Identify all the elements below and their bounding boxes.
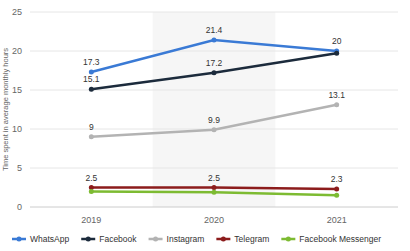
data-point[interactable] bbox=[212, 190, 217, 195]
legend-label[interactable]: Facebook Messenger bbox=[299, 234, 381, 244]
grid-line bbox=[30, 51, 398, 52]
data-label: 21.4 bbox=[206, 25, 223, 35]
data-label: 15.1 bbox=[83, 74, 100, 84]
data-point[interactable] bbox=[334, 193, 339, 198]
chart: 0 5 10 15 20 25 Time spent in average monthly … bbox=[0, 0, 410, 251]
data-point[interactable] bbox=[334, 187, 339, 192]
legend-label[interactable]: Facebook bbox=[99, 234, 137, 244]
y-tick-label: 10 bbox=[12, 124, 22, 134]
data-label: 9 bbox=[89, 122, 94, 132]
data-point[interactable] bbox=[89, 87, 94, 92]
y-tick-label: 15 bbox=[12, 85, 22, 95]
data-label: 13.1 bbox=[328, 90, 345, 100]
data-label: 2.5 bbox=[85, 173, 97, 183]
data-labels: 17.3 21.4 20 15.1 17.2 9 9.9 13.1 2.5 2.5 2.3 bbox=[83, 25, 345, 184]
data-label: 17.2 bbox=[206, 58, 223, 68]
grid-line bbox=[30, 12, 398, 13]
data-point[interactable] bbox=[334, 102, 339, 107]
legend-marker bbox=[17, 237, 22, 242]
legend-marker bbox=[153, 237, 158, 242]
legend-marker bbox=[221, 237, 226, 242]
legend-marker bbox=[286, 237, 291, 242]
data-point[interactable] bbox=[212, 38, 217, 43]
legend-label[interactable]: Instagram bbox=[167, 234, 205, 244]
plot-area bbox=[89, 38, 339, 198]
y-tick-label: 20 bbox=[12, 46, 22, 56]
series-line bbox=[91, 40, 336, 72]
y-tick-label: 0 bbox=[17, 202, 22, 212]
highlight-band bbox=[153, 12, 276, 207]
data-label: 20 bbox=[332, 36, 342, 46]
series-line bbox=[91, 105, 336, 137]
data-point[interactable] bbox=[89, 189, 94, 194]
x-tick-label: 2020 bbox=[204, 215, 224, 225]
legend: WhatsApp Facebook Instagram Telegram Faceboo… bbox=[12, 234, 381, 244]
y-tick-label: 25 bbox=[12, 7, 22, 17]
data-label: 17.3 bbox=[83, 57, 100, 67]
x-tick-label: 2021 bbox=[327, 215, 347, 225]
grid-line bbox=[30, 207, 398, 208]
data-point[interactable] bbox=[89, 134, 94, 139]
data-point[interactable] bbox=[212, 127, 217, 132]
grid-line bbox=[30, 168, 398, 169]
y-tick-label: 5 bbox=[17, 163, 22, 173]
series-line bbox=[91, 53, 336, 89]
data-point[interactable] bbox=[212, 185, 217, 190]
legend-marker bbox=[86, 237, 91, 242]
data-label: 9.9 bbox=[208, 115, 220, 125]
data-label: 2.3 bbox=[331, 174, 343, 184]
data-point[interactable] bbox=[334, 51, 339, 56]
data-point[interactable] bbox=[212, 70, 217, 75]
legend-label[interactable]: Telegram bbox=[234, 234, 269, 244]
x-tick-label: 2019 bbox=[81, 215, 101, 225]
legend-label[interactable]: WhatsApp bbox=[30, 234, 69, 244]
y-axis-label: Time spent in average monthly hours bbox=[1, 48, 10, 171]
data-label: 2.5 bbox=[208, 173, 220, 183]
